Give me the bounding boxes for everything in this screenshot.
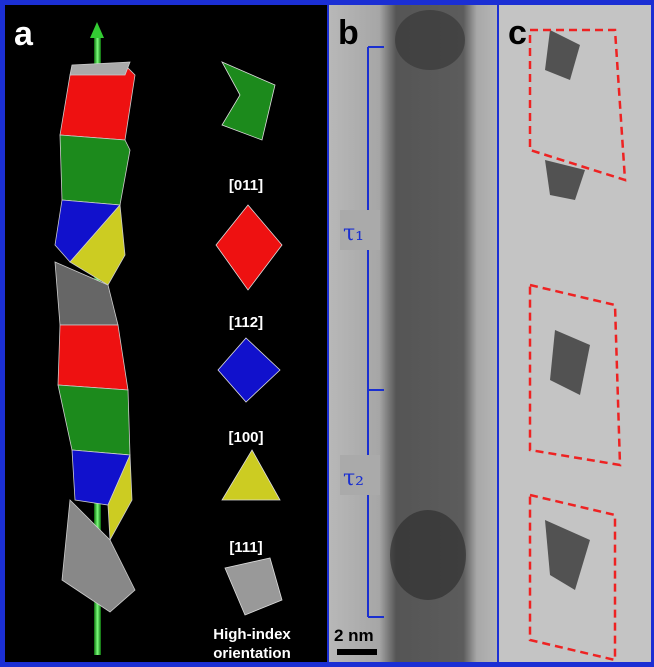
panel-label: b — [338, 14, 359, 52]
legend-label: [011] — [229, 177, 263, 194]
legend-label: [112] — [229, 314, 263, 331]
scale-bar — [337, 649, 377, 655]
scale-bar-label: 2 nm — [334, 626, 374, 645]
legend-label: orientation — [213, 645, 291, 662]
panel-label: a — [14, 15, 34, 53]
dark-region — [390, 510, 466, 600]
panel-a — [5, 5, 327, 662]
figure: a [011] [112] [100] [111] High-index ori… — [0, 0, 654, 667]
legend-label: [100] — [228, 429, 263, 446]
dark-region — [395, 10, 465, 70]
panel-label: c — [508, 14, 527, 52]
legend-label: High-index — [213, 626, 291, 643]
annotation: τ₂ — [343, 466, 364, 491]
annotation: τ₁ — [343, 221, 364, 246]
legend-label: [111] — [229, 539, 262, 556]
